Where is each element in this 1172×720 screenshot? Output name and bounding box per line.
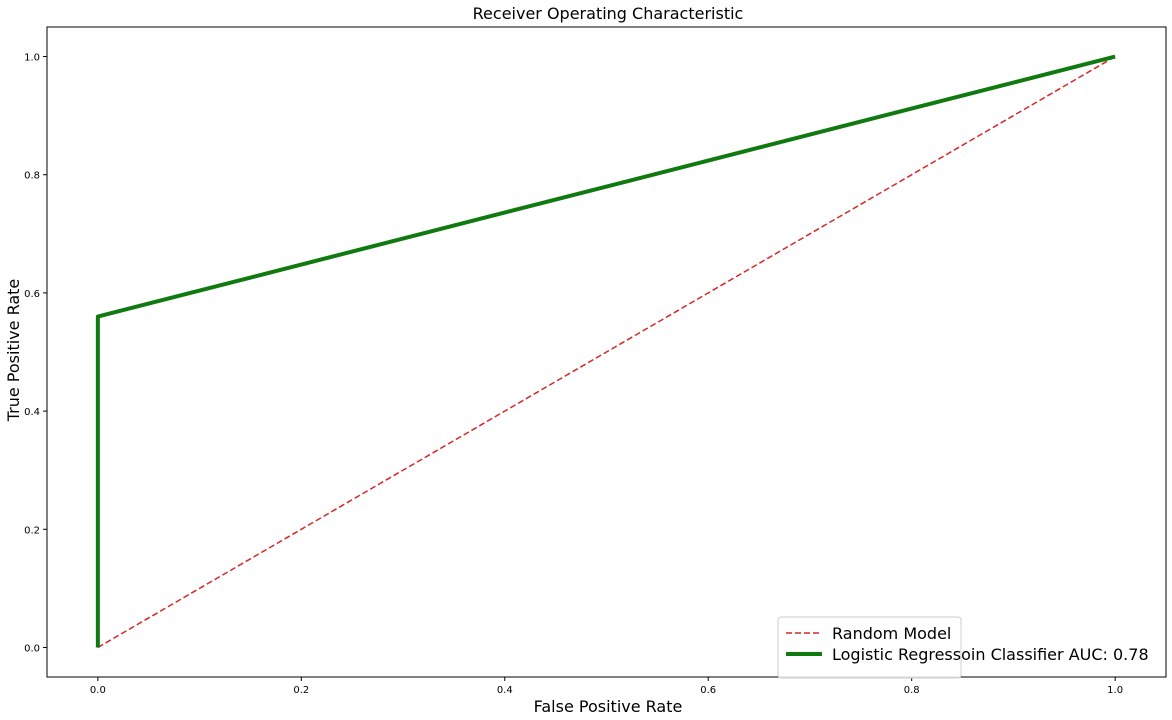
y-tick-label: 1.0 (24, 53, 40, 64)
y-tick-label: 0.2 (24, 525, 40, 536)
y-tick-label: 0.6 (24, 289, 40, 300)
chart-title: Receiver Operating Characteristic (473, 4, 744, 23)
x-tick-label: 1.0 (1107, 685, 1123, 696)
x-tick-label: 0.8 (904, 685, 920, 696)
y-tick-label: 0.0 (24, 643, 40, 654)
plot-frame (46, 26, 1167, 678)
y-tick-label: 0.8 (24, 171, 40, 182)
series-line-random-model (97, 55, 1116, 649)
series-line-logistic-regression (95, 54, 1116, 648)
x-tick-label: 0.4 (497, 685, 513, 696)
x-axis-label: False Positive Rate (534, 697, 683, 716)
x-tick-label: 0.0 (90, 685, 106, 696)
y-axis-label: True Positive Rate (4, 279, 23, 423)
legend-label-logistic-regression: Logistic Regressoin Classifier AUC: 0.78 (832, 645, 1149, 664)
legend-box (777, 616, 962, 679)
plot-area: 0.0 0.2 0.4 0.6 0.8 1.0 0.0 0.2 0.4 0.6 0.8 1.0 (24, 26, 1167, 696)
legend: Random Model Logistic Regressoin Classif… (777, 616, 1149, 679)
x-tick-label: 0.2 (293, 685, 309, 696)
y-tick-label: 0.4 (24, 407, 40, 418)
x-tick-label: 0.6 (700, 685, 716, 696)
legend-label-random-model: Random Model (832, 624, 951, 643)
